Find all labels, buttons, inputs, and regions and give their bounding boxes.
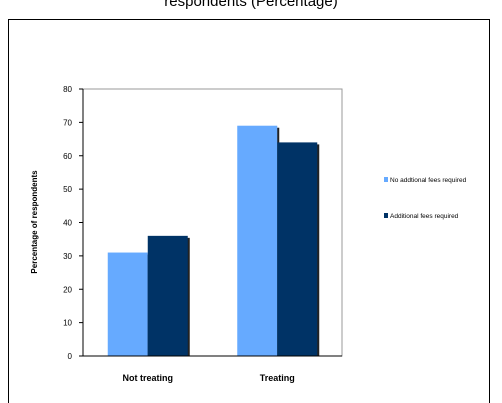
x-tick-label: Treating: [260, 373, 295, 383]
y-tick-label: 50: [63, 185, 72, 194]
legend-label: No addtional fees required: [390, 177, 467, 184]
bar: [277, 142, 318, 356]
y-tick-label: 20: [63, 285, 72, 294]
bar: [147, 235, 188, 356]
x-axis-labels: Not treating Treating: [123, 373, 295, 383]
y-tick-label: 30: [63, 252, 72, 261]
x-tick-label: Not treating: [123, 373, 174, 383]
bars-group: [107, 125, 320, 357]
bar: [237, 125, 278, 357]
y-tick-label: 70: [63, 118, 72, 127]
chart-frame: [8, 19, 490, 403]
legend-label: Additional fees required: [390, 213, 459, 220]
legend-swatch: [384, 177, 388, 182]
y-axis-title: Percentage of respondents: [30, 170, 39, 274]
y-tick-label: 80: [63, 85, 72, 94]
y-tick-label: 0: [68, 352, 73, 361]
bar: [107, 252, 148, 356]
y-tick-label: 60: [63, 152, 72, 161]
top-caption-text: respondents (Percentage): [164, 0, 338, 10]
y-tick-label: 40: [63, 219, 72, 228]
legend-swatch: [384, 213, 388, 218]
y-axis-ticks: 0 10 20 30 40 50 60 70 80: [63, 85, 83, 361]
top-caption: respondents (Percentage): [0, 0, 502, 18]
y-tick-label: 10: [63, 319, 72, 328]
legend: No addtional fees required Additional fee…: [384, 177, 467, 220]
